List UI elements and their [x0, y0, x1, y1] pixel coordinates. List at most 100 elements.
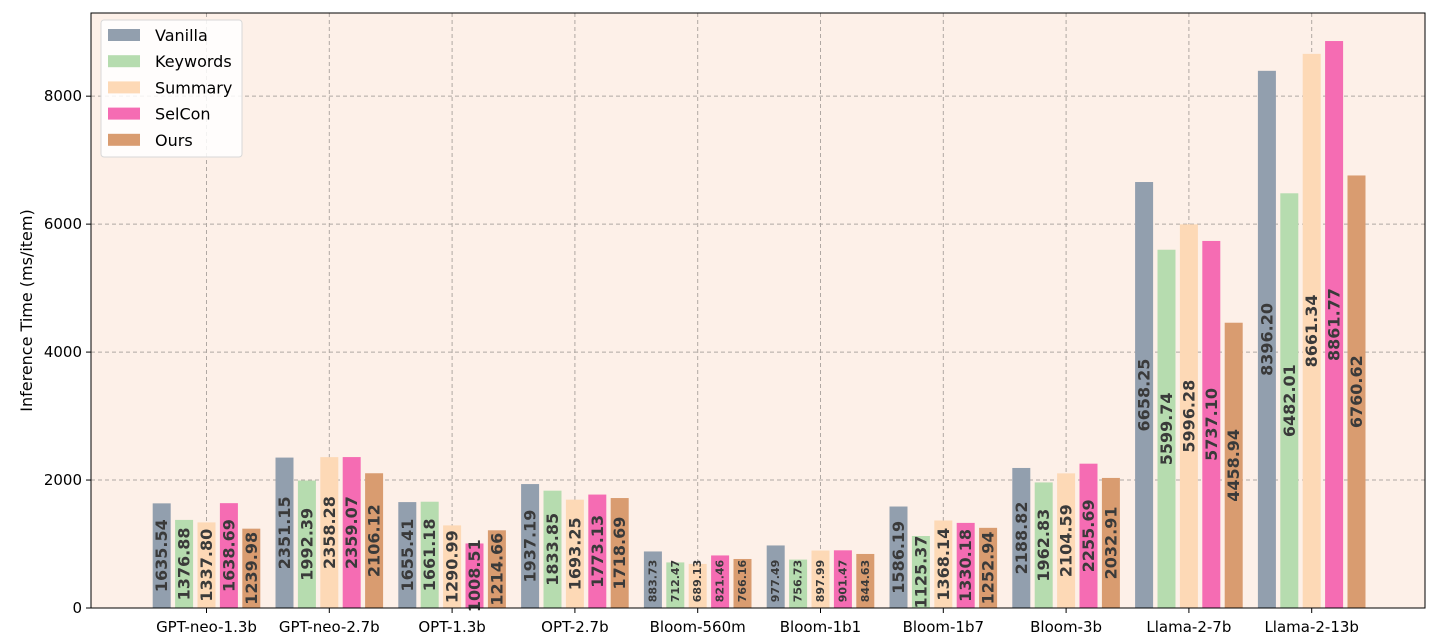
bar-value-label: 1992.39	[297, 508, 316, 581]
bar-value-label: 2106.12	[365, 504, 384, 577]
bar-keywords	[666, 562, 685, 608]
bar-keywords	[297, 480, 316, 608]
legend-swatch	[108, 29, 140, 41]
bar-value-label: 5599.74	[1157, 392, 1176, 465]
x-tick-label: OPT-1.3b	[418, 618, 485, 636]
legend-box	[100, 19, 243, 158]
bar-value-label: 2359.07	[342, 496, 361, 569]
bar-value-label: 2188.82	[1012, 502, 1031, 575]
x-tick-label: Bloom-1b1	[780, 618, 861, 636]
bar-selcon	[588, 494, 607, 608]
bar-value-label: 844.63	[859, 560, 872, 602]
legend-label: SelCon	[155, 105, 211, 124]
legend-swatch	[108, 133, 140, 146]
bar-value-label: 8396.20	[1257, 303, 1276, 376]
y-tick-label: 6000	[44, 215, 82, 233]
bar-summary	[811, 550, 830, 608]
bar-value-label: 4458.94	[1224, 429, 1243, 502]
legend: Vanilla Keywords Summary SelCon Ours	[100, 19, 243, 158]
bar-summary	[1057, 473, 1076, 608]
bar-selcon	[1202, 240, 1221, 608]
bar-keywords	[420, 501, 439, 608]
bar-value-label: 1638.69	[219, 519, 238, 592]
bar-keywords	[911, 536, 930, 608]
bar-value-label: 1330.18	[956, 529, 975, 602]
x-tick-label: OPT-2.7b	[541, 618, 608, 636]
bar-vanilla	[521, 484, 540, 608]
bar-value-label: 6658.25	[1135, 359, 1154, 432]
bar-summary	[1302, 53, 1321, 609]
x-tick-label: Llama-2-7b	[1146, 618, 1231, 636]
bar-value-label: 1937.19	[521, 510, 540, 583]
y-tick-label: 2000	[44, 471, 82, 489]
bar-ours	[487, 530, 506, 608]
bar-vanilla	[398, 502, 417, 608]
bar-value-label: 1376.88	[175, 528, 194, 601]
x-tick-label: GPT-neo-1.3b	[156, 618, 257, 636]
bar-keywords	[543, 490, 562, 608]
bar-value-labels: 1635.54 2351.15 1655.41 1937.19 883.73 977.49…	[152, 288, 1366, 612]
x-tick-label: Bloom-1b7	[903, 618, 984, 636]
bar-keywords	[1034, 482, 1053, 608]
bar-value-label: 2351.15	[275, 496, 294, 569]
bar-summary	[320, 457, 339, 608]
bar-keywords	[175, 519, 194, 608]
y-axis: 0 2000 4000 6000 8000	[44, 87, 91, 617]
bar-value-label: 1693.25	[565, 517, 584, 590]
legend-label: Summary	[155, 78, 232, 97]
x-tick-label: Bloom-560m	[650, 618, 746, 636]
bar-value-label: 1368.14	[934, 528, 953, 601]
bar-selcon	[1079, 463, 1098, 608]
bar-selcon	[711, 555, 730, 608]
bar-value-label: 1635.54	[152, 519, 171, 592]
x-tick-label: Llama-2-13b	[1264, 618, 1359, 636]
bar-summary	[1179, 224, 1198, 608]
y-tick-label: 0	[72, 599, 82, 617]
bar-value-label: 1337.80	[197, 529, 216, 602]
legend-swatch	[108, 81, 140, 94]
bar-selcon	[342, 457, 361, 608]
bar-ours	[610, 498, 629, 608]
bar-value-label: 1290.99	[443, 530, 462, 603]
bar-value-label: 1962.83	[1034, 509, 1053, 582]
bar-value-label: 1655.41	[398, 519, 417, 592]
bar-value-label: 1214.66	[487, 533, 506, 606]
legend-label: Vanilla	[155, 26, 208, 45]
bar-value-label: 5996.28	[1179, 380, 1198, 453]
bar-value-label: 689.13	[691, 560, 704, 602]
bar-value-label: 1718.69	[610, 517, 629, 590]
bar-vanilla	[766, 545, 785, 608]
bar-value-label: 1008.51	[465, 539, 484, 612]
bar-value-label: 766.16	[736, 559, 749, 602]
bar-summary	[443, 525, 462, 608]
bar-value-label: 977.49	[769, 560, 782, 602]
bar-selcon	[465, 543, 484, 608]
bar-vanilla	[889, 506, 908, 608]
bar-keywords	[1157, 249, 1176, 608]
bar-value-label: 2358.28	[320, 496, 339, 569]
bar-ours	[856, 553, 875, 608]
bar-summary	[565, 499, 584, 608]
bar-value-label: 5737.10	[1202, 388, 1221, 461]
bar-vanilla	[1012, 467, 1031, 608]
bar-value-label: 6482.01	[1280, 364, 1299, 437]
y-tick-label: 8000	[44, 87, 82, 105]
x-tick-label: Bloom-3b	[1030, 618, 1102, 636]
bar-value-label: 2255.69	[1079, 499, 1098, 572]
bar-ours	[1347, 175, 1366, 609]
bar-value-label: 8661.34	[1302, 294, 1321, 367]
bar-ours	[1224, 322, 1243, 608]
bar-keywords	[1280, 193, 1299, 608]
bar-value-label: 712.47	[669, 560, 682, 602]
bar-vanilla	[152, 503, 171, 608]
y-tick-label: 4000	[44, 343, 82, 361]
bar-value-label: 6760.62	[1347, 355, 1366, 428]
bar-vanilla	[1135, 182, 1154, 608]
bar-value-label: 2032.91	[1101, 507, 1120, 580]
bar-value-label: 1833.85	[543, 513, 562, 586]
legend-swatch	[108, 107, 140, 120]
bar-keywords	[789, 559, 808, 608]
bar-ours	[1101, 477, 1120, 608]
bar-value-label: 1239.98	[242, 532, 261, 605]
